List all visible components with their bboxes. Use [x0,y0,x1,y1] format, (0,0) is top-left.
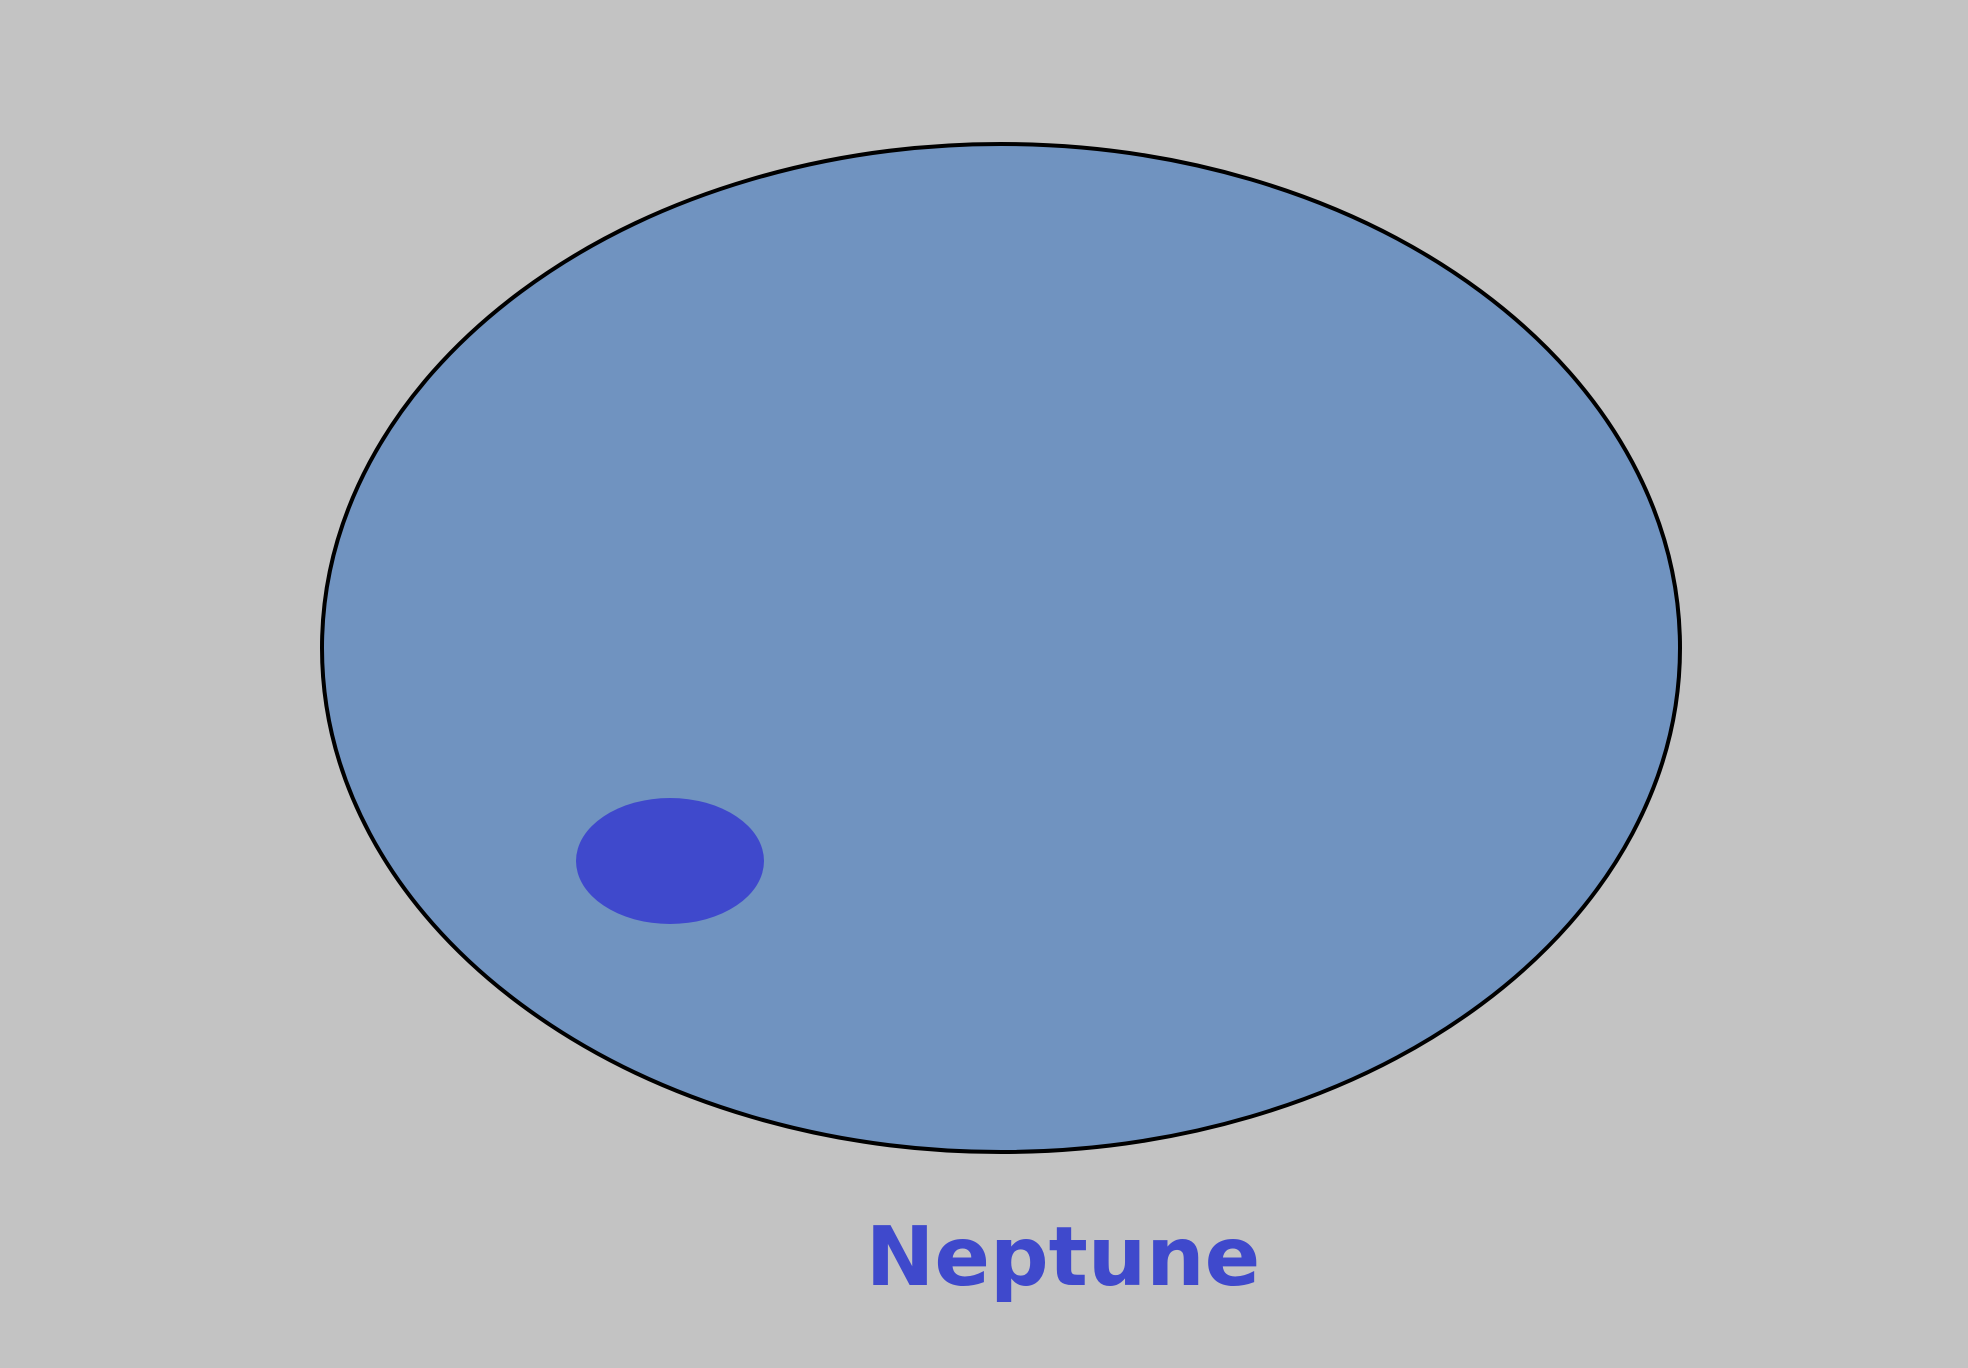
planet-body [320,142,1682,1154]
great-dark-spot [576,798,764,924]
planet-name-label: Neptune [866,1210,1261,1305]
